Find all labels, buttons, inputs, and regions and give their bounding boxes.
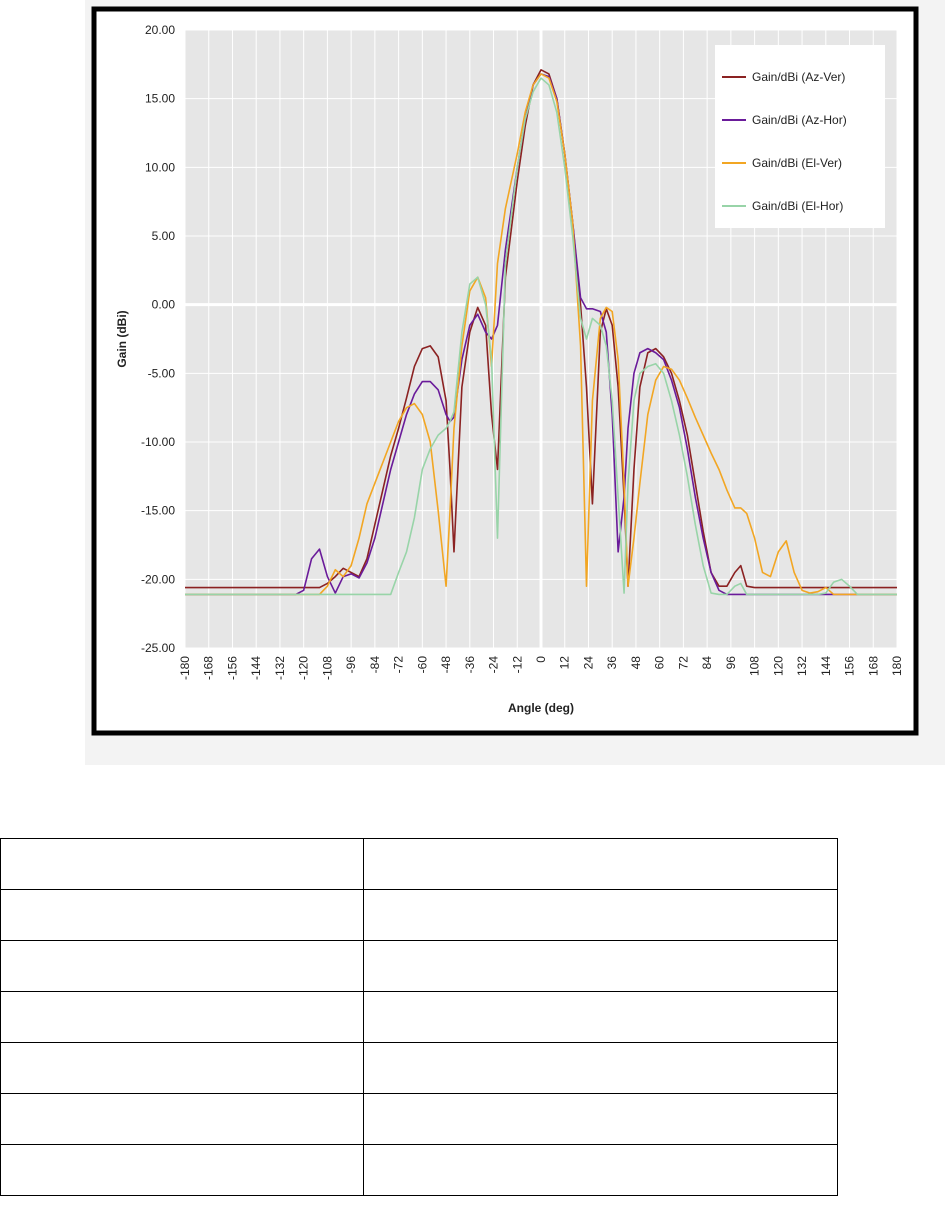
table-cell [363,1042,838,1094]
y-axis-title: Gain (dBi) [115,310,129,367]
table-cell [363,889,838,941]
x-tick-label: 108 [748,656,762,676]
table-row [0,889,838,941]
series-line [185,69,897,589]
x-tick-label: -36 [463,656,477,674]
y-tick-label: 10.00 [145,160,175,174]
y-tick-label: 5.00 [152,229,176,243]
x-tick-label: -96 [344,656,358,674]
table-cell [0,940,364,992]
x-tick-label: 96 [724,656,738,670]
y-tick-label: -5.00 [148,366,176,380]
table-cell [0,1093,364,1145]
x-tick-label: 144 [819,656,833,676]
x-tick-label: -144 [249,656,263,680]
x-tick-label: -108 [320,656,334,680]
y-tick-label: -15.00 [141,504,175,518]
x-tick-label: 48 [629,656,643,670]
table-row [0,991,838,1043]
x-tick-label: -48 [439,656,453,674]
x-tick-label: 84 [700,656,714,670]
x-tick-label: 120 [771,656,785,676]
x-tick-label: 180 [890,656,904,676]
table-row [0,1093,838,1145]
y-tick-label: -10.00 [141,435,175,449]
x-tick-label: -84 [368,656,382,674]
x-tick-label: 0 [534,656,548,663]
series-line [185,73,897,596]
table-cell [0,889,364,941]
x-tick-label: 12 [558,656,572,670]
x-tick-label: -168 [202,656,216,680]
empty-table [0,838,838,1196]
x-tick-label: 36 [605,656,619,670]
table-cell [363,1144,838,1196]
x-tick-label: -132 [273,656,287,680]
y-tick-label: 20.00 [145,23,175,37]
x-tick-label: 168 [866,656,880,676]
table-cell [0,1144,364,1196]
table-cell [363,991,838,1043]
y-tick-label: 0.00 [152,298,176,312]
table-row [0,940,838,992]
y-tick-label: 15.00 [145,92,175,106]
x-tick-label: -60 [415,656,429,674]
table-row [0,838,838,890]
table-cell [0,1042,364,1094]
table-cell [363,940,838,992]
x-tick-label: 72 [676,656,690,670]
x-tick-label: -72 [392,656,406,674]
x-axis-title: Angle (deg) [508,701,574,715]
legend-label: Gain/dBi (Az-Ver) [752,70,845,84]
x-tick-label: -24 [487,656,501,674]
y-tick-label: -20.00 [141,572,175,586]
legend-box [715,45,885,228]
chart: 20.00 15.00 10.00 5.00 0.00 -5.00 -10.00 -15.00… [85,0,945,765]
table-row [0,1144,838,1196]
legend-label: Gain/dBi (Az-Hor) [752,113,847,127]
table-cell [363,838,838,890]
x-tick-label: -180 [178,656,192,680]
table-row [0,1042,838,1094]
x-tick-label: -156 [225,656,239,680]
series-line [185,77,897,596]
table-cell [0,991,364,1043]
x-tick-label: 24 [581,656,595,670]
x-tick-label: -12 [510,656,524,674]
x-tick-label: 60 [653,656,667,670]
legend-label: Gain/dBi (El-Hor) [752,199,843,213]
y-tick-label: -25.00 [141,641,175,655]
table-cell [0,838,364,890]
legend-label: Gain/dBi (El-Ver) [752,156,842,170]
x-tick-label: -120 [297,656,311,680]
x-tick-label: 132 [795,656,809,676]
x-tick-label: 156 [843,656,857,676]
table-cell [363,1093,838,1145]
